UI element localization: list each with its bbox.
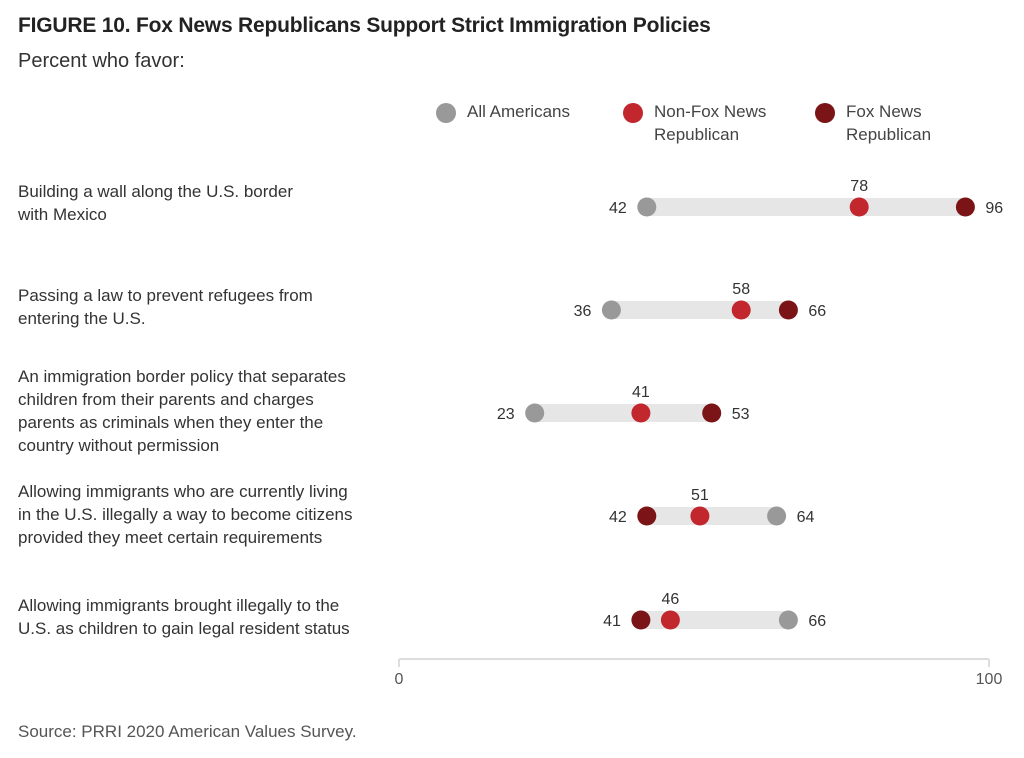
legend-dot-fox-republican <box>815 103 835 123</box>
data-point-non-fox-republican <box>849 197 869 217</box>
legend-item-non-fox-republican: Non-Fox News Republican <box>623 100 767 146</box>
data-label: 64 <box>797 509 815 526</box>
category-label: U.S. as children to gain legal resident … <box>18 619 350 638</box>
category-label: parents as criminals when they enter the <box>18 413 323 432</box>
data-point-fox-republican <box>778 300 798 320</box>
category-label: in the U.S. illegally a way to become ci… <box>18 505 353 524</box>
data-label: 66 <box>808 303 826 320</box>
legend-item-fox-republican: Fox News Republican <box>815 100 932 146</box>
legend-dot-non-fox-republican <box>623 103 643 123</box>
category-label: Allowing immigrants brought illegally to… <box>18 596 339 615</box>
category-label: country without permission <box>18 436 219 455</box>
data-point-all-americans <box>637 197 657 217</box>
data-point-all-americans <box>767 506 787 526</box>
legend-dot-all-americans <box>436 103 456 123</box>
source-note: Source: PRRI 2020 American Values Survey… <box>18 722 357 741</box>
data-label: 46 <box>662 591 680 608</box>
data-label: 96 <box>985 200 1003 217</box>
data-point-fox-republican <box>631 610 651 630</box>
chart-subtitle: Percent who favor: <box>18 50 185 72</box>
data-label: 51 <box>691 487 709 504</box>
category-label: Building a wall along the U.S. border <box>18 182 293 201</box>
data-point-non-fox-republican <box>690 506 710 526</box>
data-label: 53 <box>732 406 750 423</box>
category-label: An immigration border policy that separa… <box>18 367 346 386</box>
data-point-non-fox-republican <box>631 403 651 423</box>
data-point-non-fox-republican <box>731 300 751 320</box>
legend-label-fox-republican: Fox News Republican <box>846 102 932 144</box>
data-point-fox-republican <box>637 506 657 526</box>
category-label: with Mexico <box>17 205 107 224</box>
legend-label-all-americans: All Americans <box>467 102 570 121</box>
data-label: 36 <box>574 303 592 320</box>
legend-label-non-fox-republican: Non-Fox News Republican <box>654 102 767 144</box>
category-label: entering the U.S. <box>18 309 146 328</box>
data-label: 58 <box>732 281 750 298</box>
category-label: Allowing immigrants who are currently li… <box>18 482 348 501</box>
data-point-all-americans <box>601 300 621 320</box>
x-tick-label: 100 <box>976 671 1003 688</box>
data-label: 42 <box>609 509 627 526</box>
data-label: 41 <box>603 613 621 630</box>
chart-title: FIGURE 10. Fox News Republicans Support … <box>18 14 711 37</box>
data-label: 41 <box>632 384 650 401</box>
data-point-all-americans <box>778 610 798 630</box>
category-label: children from their parents and charges <box>18 390 314 409</box>
x-tick-label: 0 <box>395 671 404 688</box>
data-point-all-americans <box>525 403 545 423</box>
data-point-fox-republican <box>702 403 722 423</box>
data-label: 66 <box>808 613 826 630</box>
data-label: 42 <box>609 200 627 217</box>
category-label: Passing a law to prevent refugees from <box>18 286 313 305</box>
category-label: provided they meet certain requirements <box>18 528 322 547</box>
data-point-fox-republican <box>955 197 975 217</box>
data-point-non-fox-republican <box>660 610 680 630</box>
data-label: 78 <box>850 178 868 195</box>
data-label: 23 <box>497 406 515 423</box>
legend-item-all-americans: All Americans <box>436 100 570 123</box>
